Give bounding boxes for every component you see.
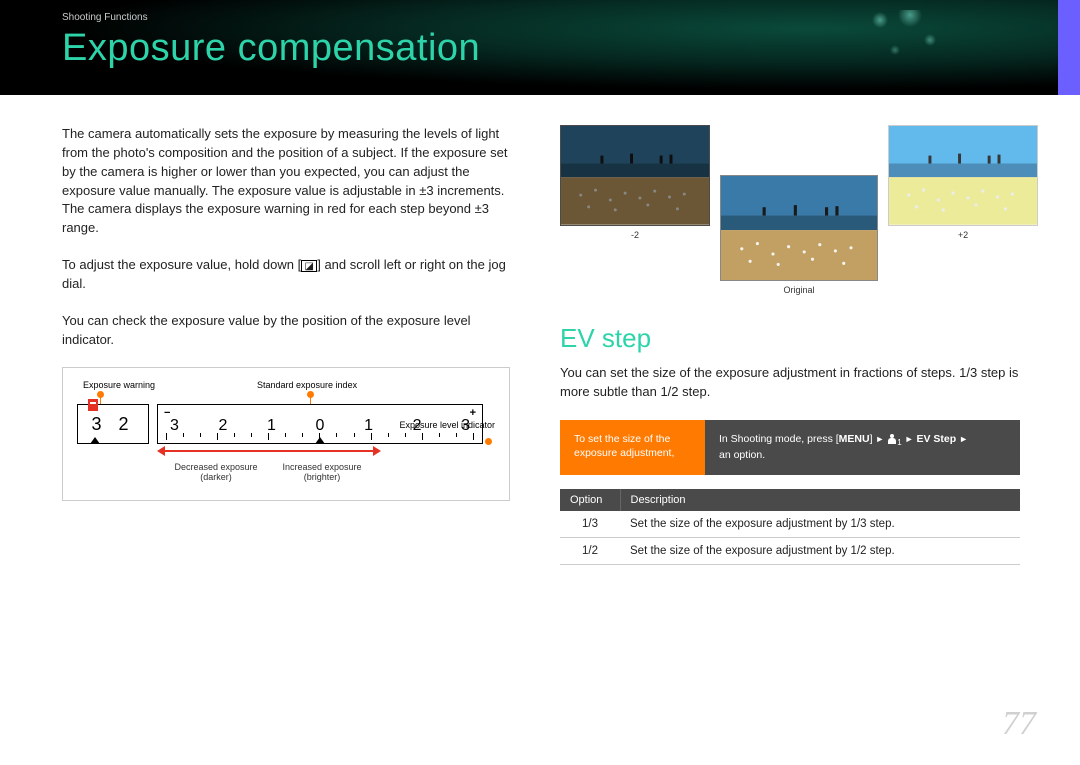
ev-step-options-table: Option Description 1/3 Set the size of t… <box>560 489 1020 565</box>
label-level-indicator: Exposure level indicator <box>399 420 495 432</box>
opt-cell: 1/3 <box>560 511 620 538</box>
label-brighter: (brighter) <box>304 472 341 482</box>
desc-cell: Set the size of the exposure adjustment … <box>620 511 1020 538</box>
instruction-steps: In Shooting mode, press [MENU] ► 1 ► EV … <box>705 420 1020 475</box>
inst-text: In Shooting mode, press [ <box>719 433 839 445</box>
warn-numbers: 3 2 <box>91 414 134 435</box>
page-number: 77 <box>1002 705 1036 743</box>
bottom-labels: Decreased exposure (darker) Increased ex… <box>77 462 495 482</box>
inst-text: an option. <box>719 449 765 461</box>
exposure-range-arrow <box>163 450 375 452</box>
desc-cell: Set the size of the exposure adjustment … <box>620 537 1020 564</box>
thumb-label-bright: +2 <box>888 230 1038 240</box>
left-column: The camera automatically sets the exposu… <box>62 125 510 565</box>
intro-paragraph-2: To adjust the exposure value, hold down … <box>62 256 510 294</box>
ev-step-heading: EV step <box>560 323 1020 354</box>
thumb-label-original: Original <box>720 285 878 295</box>
plus-icon: + <box>470 407 476 419</box>
label-increased: Increased exposure <box>282 462 361 472</box>
col-description: Description <box>620 489 1020 511</box>
label-darker: (darker) <box>200 472 232 482</box>
exposure-warning-box: 3 2 <box>77 404 149 444</box>
ev-step-desc: You can set the size of the exposure adj… <box>560 364 1020 402</box>
col-option: Option <box>560 489 620 511</box>
right-column: -2 Original <box>560 125 1020 565</box>
table-row: 1/3 Set the size of the exposure adjustm… <box>560 511 1020 538</box>
intro-paragraph-1: The camera automatically sets the exposu… <box>62 125 510 238</box>
thumb-original: Original <box>720 175 878 295</box>
label-text: Exposure level indicator <box>399 420 495 430</box>
sample-thumbnails: -2 Original <box>560 125 1020 295</box>
warning-red-icon <box>88 399 98 411</box>
level-pointer-icon <box>315 437 325 444</box>
label-decreased: Decreased exposure <box>174 462 257 472</box>
user-settings-icon <box>887 434 897 444</box>
section-tab <box>1058 0 1080 95</box>
sample-image-dark <box>560 125 710 226</box>
thumb-bright: +2 <box>888 125 1038 240</box>
warn-pointer-icon <box>90 437 100 444</box>
breadcrumb: Shooting Functions <box>62 12 1080 23</box>
arrow-icon: ► <box>905 434 914 444</box>
menu-button-label: MENU <box>839 433 870 445</box>
callout-dot <box>485 438 492 445</box>
sample-image-bright <box>888 125 1038 226</box>
p2-pre: To adjust the exposure value, hold down … <box>62 257 301 272</box>
content-area: The camera automatically sets the exposu… <box>0 95 1080 565</box>
exposure-comp-icon <box>301 260 317 272</box>
label-standard-index: Standard exposure index <box>257 380 357 390</box>
page-title: Exposure compensation <box>62 27 1080 70</box>
page-header: Shooting Functions Exposure compensation <box>0 0 1080 95</box>
table-header-row: Option Description <box>560 489 1020 511</box>
sample-image-original <box>720 175 878 281</box>
opt-cell: 1/2 <box>560 537 620 564</box>
thumb-label-dark: -2 <box>560 230 710 240</box>
thumb-dark: -2 <box>560 125 710 240</box>
instruction-label: To set the size of the exposure adjustme… <box>560 420 705 475</box>
ev-step-label: EV Step <box>916 433 956 445</box>
label-exposure-warning: Exposure warning <box>83 380 155 390</box>
arrow-icon: ► <box>875 434 884 444</box>
exposure-diagram: Exposure warning Standard exposure index… <box>62 367 510 501</box>
intro-paragraph-3: You can check the exposure value by the … <box>62 312 510 350</box>
arrow-icon: ► <box>959 434 968 444</box>
table-row: 1/2 Set the size of the exposure adjustm… <box>560 537 1020 564</box>
instruction-box: To set the size of the exposure adjustme… <box>560 420 1020 475</box>
